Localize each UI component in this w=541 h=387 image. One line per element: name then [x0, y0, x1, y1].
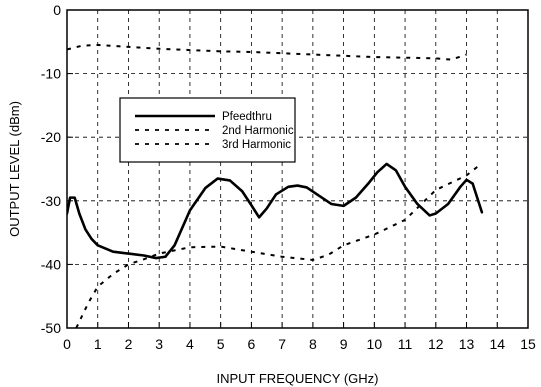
x-tick-label: 9: [340, 336, 348, 352]
y-tick-label: -30: [41, 193, 61, 209]
x-tick-label: 1: [94, 336, 102, 352]
x-tick-label: 12: [428, 336, 444, 352]
x-tick-label: 11: [398, 336, 413, 352]
series-line-3rd-harmonic: [75, 162, 483, 328]
series-line-pfeedthru: [67, 162, 484, 260]
x-tick-label: 3: [155, 336, 163, 352]
plot-frame: [66, 9, 529, 329]
x-tick-label: 0: [63, 336, 71, 352]
x-tick-label: 7: [278, 336, 286, 352]
x-tick-label: 15: [520, 336, 536, 352]
x-tick-label: 10: [367, 336, 383, 352]
legend: Pfeedthru 2nd Harmonic 3rd Harmonic: [119, 97, 296, 163]
x-tick-label: 2: [125, 336, 133, 352]
y-tick-label: -20: [41, 129, 61, 145]
ticks: 0 1 2 3 4 5 6 7 8 9 10 11 12 13 14 150-10-20-30-40-50: [41, 2, 536, 352]
y-tick-label: 0: [53, 2, 61, 18]
x-tick-label: 13: [459, 336, 475, 352]
x-tick-label: 14: [489, 336, 505, 352]
y-tick-label: -40: [41, 256, 61, 272]
x-tick-label: 4: [186, 336, 194, 352]
series-line-2nd-harmonic: [67, 43, 467, 61]
y-tick-label: -50: [41, 320, 61, 336]
series-layer: [67, 43, 484, 328]
x-tick-label: 5: [217, 336, 225, 352]
legend-label: Pfeedthru: [222, 111, 272, 123]
y-tick-label: -10: [41, 66, 61, 82]
x-tick-label: 8: [309, 336, 317, 352]
y-axis-title: OUTPUT LEVEL (dBm): [7, 101, 22, 237]
x-tick-label: 6: [248, 336, 256, 352]
x-axis-title: INPUT FREQUENCY (GHz): [216, 371, 378, 386]
legend-label: 2nd Harmonic: [222, 125, 294, 137]
legend-label: 3rd Harmonic: [222, 139, 291, 151]
